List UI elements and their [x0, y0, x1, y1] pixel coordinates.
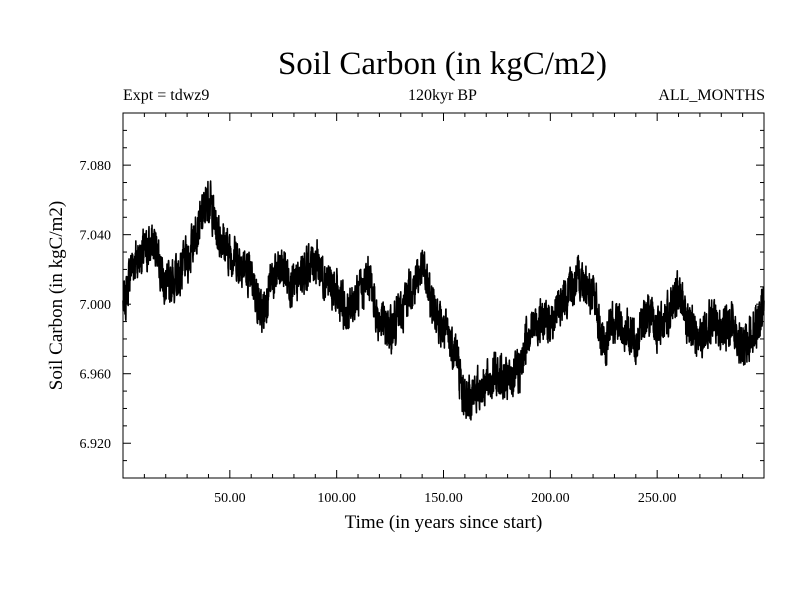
y-tick-label: 7.080 [80, 159, 112, 174]
series-line-0 [122, 180, 765, 421]
x-tick-label: 100.00 [317, 491, 356, 506]
x-axis-label: Time (in years since start) [345, 512, 543, 533]
x-tick-label: 50.00 [214, 491, 246, 506]
period-label: 120kyr BP [408, 87, 477, 104]
months-label: ALL_MONTHS [658, 87, 765, 104]
y-tick-label: 7.000 [80, 298, 112, 313]
x-tick-label: 150.00 [424, 491, 463, 506]
chart-title: Soil Carbon (in kgC/m2) [277, 46, 608, 82]
x-tick-label: 200.00 [531, 491, 570, 506]
y-axis-label: Soil Carbon (in kgC/m2) [46, 201, 67, 390]
y-tick-label: 7.040 [80, 229, 112, 244]
series-layer [122, 180, 765, 421]
ticks-layer: 50.00 100.00 150.00 200.00 250.00 6.920 6.960 7… [80, 113, 764, 506]
y-tick-label: 6.960 [80, 368, 112, 383]
experiment-label: Expt = tdwz9 [123, 87, 210, 104]
y-tick-label: 6.920 [80, 437, 112, 452]
x-tick-label: 250.00 [638, 491, 677, 506]
